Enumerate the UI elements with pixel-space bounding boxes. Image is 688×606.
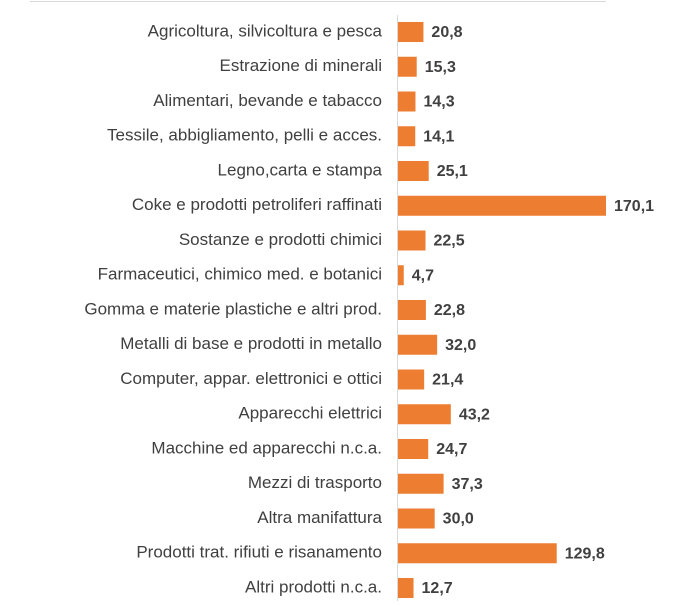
value-label: 30,0 <box>443 511 474 528</box>
bar <box>398 56 417 77</box>
category-label: Computer, appar. elettronici e ottici <box>120 369 382 388</box>
category-label: Coke e prodotti petroliferi raffinati <box>132 195 382 214</box>
bar <box>398 369 425 390</box>
bar <box>398 334 438 355</box>
value-label: 20,8 <box>431 24 462 41</box>
bar <box>398 578 414 598</box>
category-label: Altra manifattura <box>257 508 382 527</box>
bar <box>398 265 404 286</box>
bar <box>398 543 557 564</box>
value-label: 24,7 <box>436 441 467 458</box>
category-label: Alimentari, bevande e tabacco <box>153 91 382 110</box>
category-label: Metalli di base e prodotti in metallo <box>120 334 382 353</box>
bar <box>398 195 606 216</box>
bar <box>398 300 426 320</box>
value-label: 14,3 <box>423 94 454 111</box>
value-label: 15,3 <box>425 59 456 76</box>
bar <box>398 126 416 147</box>
category-label: Gomma e materie plastiche e altri prod. <box>84 299 382 318</box>
bar <box>398 230 426 251</box>
value-label: 32,0 <box>445 337 476 354</box>
value-label: 43,2 <box>459 406 490 423</box>
category-label: Sostanze e prodotti chimici <box>179 230 382 249</box>
value-label: 22,5 <box>434 233 465 250</box>
bar <box>398 404 451 425</box>
category-label: Estrazione di minerali <box>219 56 382 75</box>
value-label: 4,7 <box>412 267 434 284</box>
category-label: Agricoltura, silvicoltura e pesca <box>148 21 383 40</box>
category-label: Apparecchi elettrici <box>238 404 382 423</box>
value-label: 21,4 <box>432 372 463 389</box>
value-label: 22,8 <box>434 302 465 319</box>
category-label: Tessile, abbigliamento, pelli e acces. <box>107 126 382 145</box>
bar <box>398 439 429 459</box>
bar <box>398 22 424 42</box>
value-label: 170,1 <box>614 198 654 215</box>
value-label: 12,7 <box>422 580 453 597</box>
bar <box>398 161 429 181</box>
bar <box>398 473 444 494</box>
category-label: Farmaceutici, chimico med. e botanici <box>98 265 382 284</box>
bar <box>398 508 435 529</box>
category-label: Prodotti trat. rifiuti e risanamento <box>136 543 382 562</box>
value-label: 14,1 <box>423 128 454 145</box>
category-label: Macchine ed apparecchi n.c.a. <box>151 438 382 457</box>
value-label: 25,1 <box>437 163 468 180</box>
category-label: Mezzi di trasporto <box>248 473 382 492</box>
bar <box>398 91 416 112</box>
value-label: 129,8 <box>565 545 605 562</box>
value-label: 37,3 <box>452 476 483 493</box>
category-label: Altri prodotti n.c.a. <box>245 577 382 596</box>
category-label: Legno,carta e stampa <box>218 160 383 179</box>
